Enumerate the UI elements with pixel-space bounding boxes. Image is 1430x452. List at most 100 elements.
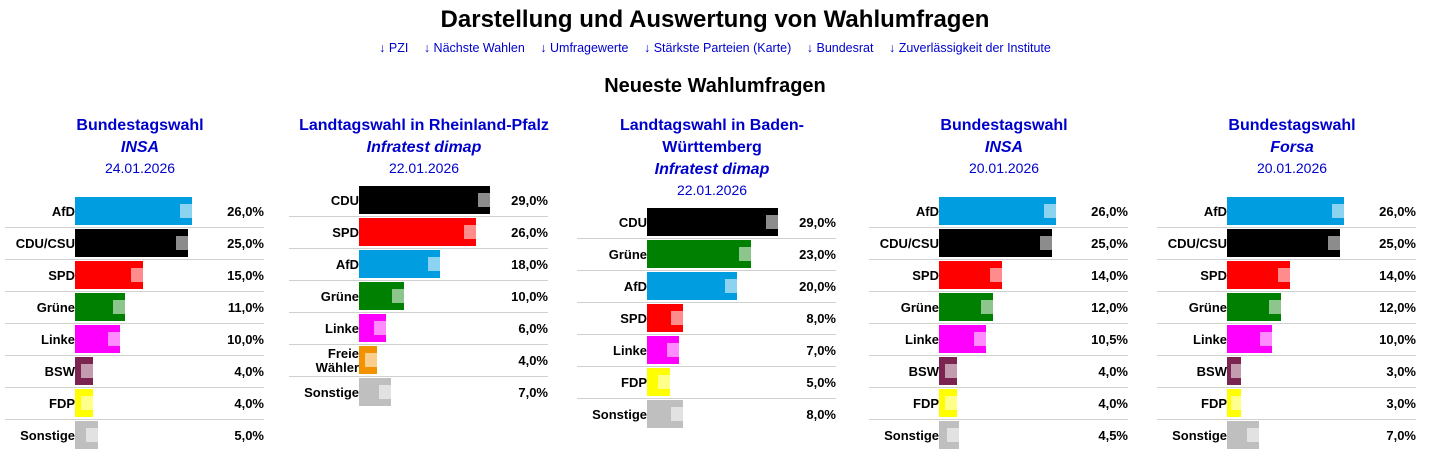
value-label: 4,0% [1074, 387, 1128, 420]
bar-row-bsw: BSW 4,0% [5, 355, 264, 388]
value-label: 25,0% [1362, 227, 1416, 260]
poll-institute: INSA [984, 139, 1024, 156]
value-label: 10,0% [210, 323, 264, 356]
bar-cell [1227, 291, 1362, 324]
value-label: 10,5% [1074, 323, 1128, 356]
previous-value-marker [1328, 236, 1348, 250]
bar-row-gruene: Grüne 12,0% [1157, 291, 1416, 324]
bar-afd [359, 250, 440, 278]
bar-cell [75, 227, 210, 260]
bar-row-fdp: FDP 4,0% [869, 387, 1128, 420]
previous-value-marker [739, 247, 759, 261]
poll-institute: INSA [120, 139, 160, 156]
poll-bar-chart: AfD 26,0% CDU/CSU 25,0% SPD 14,0% Grüne 12,0% Li… [869, 196, 1128, 451]
bar-cell [647, 302, 782, 335]
poll-header[interactable]: Bundestagswahl INSA 20.01.2026 [874, 115, 1134, 177]
nav-link-zuverlaessigkeit[interactable]: ↓ Zuverlässigkeit der Institute [888, 41, 1051, 55]
value-label: 12,0% [1074, 291, 1128, 324]
party-label: CDU/CSU [5, 227, 75, 260]
party-label: FDP [1157, 387, 1227, 420]
nav-link-pzi[interactable]: ↓ PZI [379, 41, 409, 55]
previous-value-marker [113, 300, 133, 314]
bar-cell [939, 291, 1074, 324]
party-label: SPD [577, 302, 647, 335]
poll-title: Landtagswahl in Baden-Württemberg [619, 117, 804, 156]
bar-cell [75, 291, 210, 324]
bar-cell [359, 377, 494, 409]
bar-gruene [647, 240, 751, 268]
bar-row-cdu: CDU 29,0% [289, 185, 548, 217]
bar-row-cdu: CDU 29,0% [577, 207, 836, 239]
value-label: 26,0% [210, 196, 264, 228]
nav-link-bundesrat[interactable]: ↓ Bundesrat [806, 41, 874, 55]
bar-cell [1227, 420, 1362, 452]
bar-afd [647, 272, 737, 300]
value-label: 14,0% [1074, 259, 1128, 292]
poll-date: 20.01.2026 [1256, 160, 1328, 176]
previous-value-marker [990, 268, 1010, 282]
bar-row-gruene: Grüne 12,0% [869, 291, 1128, 324]
value-label: 10,0% [1362, 323, 1416, 356]
value-label: 4,0% [210, 355, 264, 388]
poll-header[interactable]: Bundestagswahl INSA 24.01.2026 [10, 115, 270, 177]
value-label: 25,0% [1074, 227, 1128, 260]
party-label: FDP [5, 387, 75, 420]
previous-value-marker [428, 257, 448, 271]
previous-value-marker [180, 204, 200, 218]
bar-row-cdu-csu: CDU/CSU 25,0% [5, 227, 264, 260]
value-label: 7,0% [782, 334, 836, 367]
value-label: 8,0% [782, 302, 836, 335]
poll-title: Bundestagswahl [76, 117, 204, 134]
poll-header[interactable]: Bundestagswahl Forsa 20.01.2026 [1162, 115, 1422, 177]
nav-link-naechste-wahlen[interactable]: ↓ Nächste Wahlen [423, 41, 525, 55]
party-label: Sonstige [20, 427, 75, 443]
party-label: SPD [5, 259, 75, 292]
bar-row-linke: Linke 7,0% [577, 334, 836, 367]
bar-row-gruene: Grüne 11,0% [5, 291, 264, 324]
previous-value-marker [81, 396, 101, 410]
nav-link-staerkste-parteien[interactable]: ↓ Stärkste Parteien (Karte) [644, 41, 792, 55]
poll-header[interactable]: Landtagswahl in Baden-Württemberg Infrat… [582, 115, 842, 199]
nav-link-umfragewerte[interactable]: ↓ Umfragewerte [540, 41, 629, 55]
previous-value-marker [131, 268, 151, 282]
bar-cell [75, 387, 210, 420]
previous-value-marker [379, 385, 399, 399]
poll-header[interactable]: Landtagswahl in Rheinland-Pfalz Infrates… [294, 115, 554, 177]
previous-value-marker [766, 215, 786, 229]
previous-value-marker [86, 428, 106, 442]
previous-value-marker [671, 407, 691, 421]
previous-value-marker [1044, 204, 1064, 218]
bar-row-bsw: BSW 3,0% [1157, 355, 1416, 388]
bar-cell [1227, 355, 1362, 388]
previous-value-marker [1247, 428, 1267, 442]
bar-cell [647, 366, 782, 399]
value-label: 25,0% [210, 227, 264, 260]
bar-row-sonstige: Sonstige 4,5% [869, 420, 1128, 452]
bar-row-sonstige: Sonstige 5,0% [5, 420, 264, 452]
previous-value-marker [392, 289, 412, 303]
previous-value-marker [725, 279, 745, 293]
poll-panel-5: Bundestagswahl Forsa 20.01.2026 AfD 26,0%… [1157, 115, 1427, 451]
bar-afd [939, 197, 1056, 225]
previous-value-marker [108, 332, 128, 346]
bar-row-linke: Linke 6,0% [289, 312, 548, 345]
party-label: Sonstige [884, 427, 939, 443]
bar-row-afd: AfD 20,0% [577, 270, 836, 303]
value-label: 4,0% [210, 387, 264, 420]
bar-row-linke: Linke 10,0% [5, 323, 264, 356]
bar-cdu-csu [939, 229, 1052, 257]
bar-cdu-csu [75, 229, 188, 257]
bar-cell [75, 420, 210, 452]
poll-panel-3: Landtagswahl in Baden-Württemberg Infrat… [577, 115, 847, 430]
value-label: 26,0% [494, 216, 548, 249]
bar-cell [359, 312, 494, 345]
bar-row-linke: Linke 10,0% [1157, 323, 1416, 356]
value-label: 4,0% [1074, 355, 1128, 388]
previous-value-marker [667, 343, 687, 357]
poll-title: Bundestagswahl [940, 117, 1068, 134]
party-label: Grüne [5, 291, 75, 324]
bar-cell [1227, 227, 1362, 260]
poll-title: Bundestagswahl [1228, 117, 1356, 134]
party-label: AfD [5, 196, 75, 228]
bar-row-spd: SPD 26,0% [289, 216, 548, 249]
